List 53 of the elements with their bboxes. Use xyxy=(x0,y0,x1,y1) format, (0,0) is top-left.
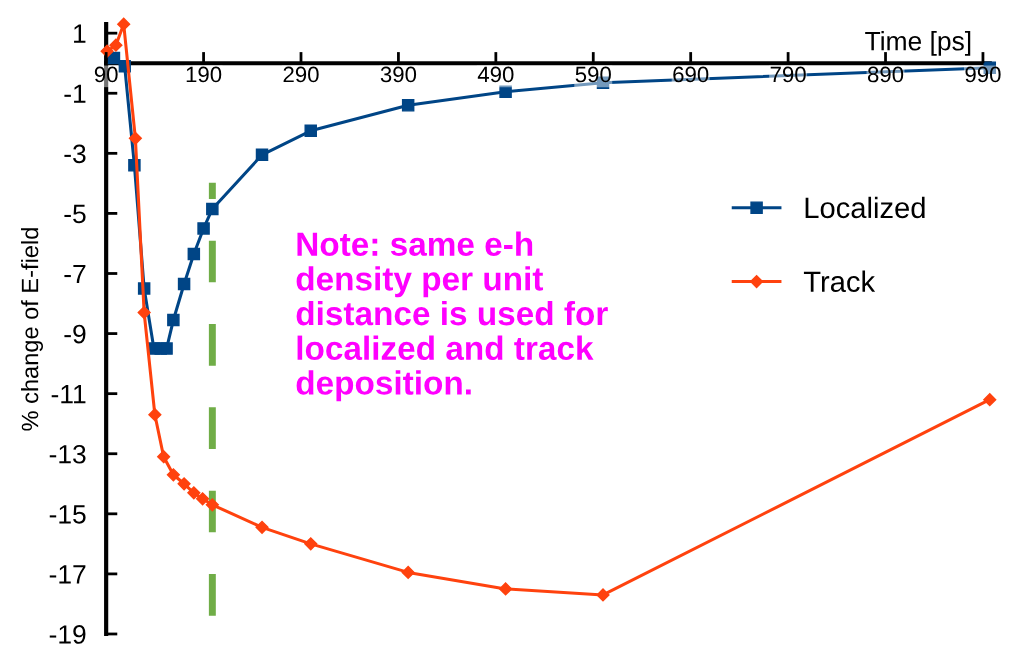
point xyxy=(177,477,191,491)
point xyxy=(177,277,191,291)
point xyxy=(304,124,317,138)
y-tick-label: -15 xyxy=(49,505,86,524)
point xyxy=(205,498,219,512)
y-tick-label: -13 xyxy=(49,444,86,464)
y-tick-label: -1 xyxy=(64,84,86,103)
y-tick-label: -5 xyxy=(64,204,86,224)
point xyxy=(157,450,171,464)
y-tick-label: -9 xyxy=(64,324,86,344)
x-tick-label: 290 xyxy=(283,66,319,83)
y-axis-title: % change of E-field xyxy=(21,228,44,431)
point xyxy=(109,38,123,52)
y-tick-label: -17 xyxy=(49,565,86,584)
y-tick-label: -3 xyxy=(64,144,86,164)
x-tick-label: 790 xyxy=(770,66,806,83)
point xyxy=(137,305,151,320)
point xyxy=(498,582,513,596)
legend-label: Track xyxy=(803,270,876,293)
point xyxy=(187,247,201,261)
x-tick-label: 990 xyxy=(965,66,1001,83)
point xyxy=(255,148,269,162)
point xyxy=(596,588,610,602)
point xyxy=(983,393,997,407)
legend-label: Localized xyxy=(805,196,925,219)
point xyxy=(160,342,173,355)
y-tick-label: 1 xyxy=(74,24,86,43)
point xyxy=(166,468,180,482)
point xyxy=(196,492,210,506)
point xyxy=(117,17,131,31)
point xyxy=(197,222,210,235)
y-tick-label: -11 xyxy=(51,385,86,404)
x-tick-label: 590 xyxy=(575,66,611,83)
point xyxy=(167,313,180,327)
x-tick-label: 890 xyxy=(867,66,904,83)
point xyxy=(401,565,415,579)
point xyxy=(255,520,269,534)
point xyxy=(401,99,415,112)
point xyxy=(499,85,512,99)
point xyxy=(128,131,142,145)
point xyxy=(206,202,219,216)
x-tick-label: 90 xyxy=(94,66,118,83)
annotation: Note: same e-h density per unit distance is used for localized and track deposition. xyxy=(296,231,608,402)
point xyxy=(187,486,201,500)
y-tick-label: -7 xyxy=(64,264,86,284)
x-tick-label: 690 xyxy=(673,66,709,83)
point xyxy=(304,537,318,551)
x-tick-label: 490 xyxy=(477,66,514,83)
y-tick-label: -19 xyxy=(49,625,86,644)
point xyxy=(148,408,162,422)
x-axis-title: Time [ps] xyxy=(865,31,971,56)
x-tick-label: 390 xyxy=(380,66,417,83)
x-tick-label: 190 xyxy=(186,66,222,83)
